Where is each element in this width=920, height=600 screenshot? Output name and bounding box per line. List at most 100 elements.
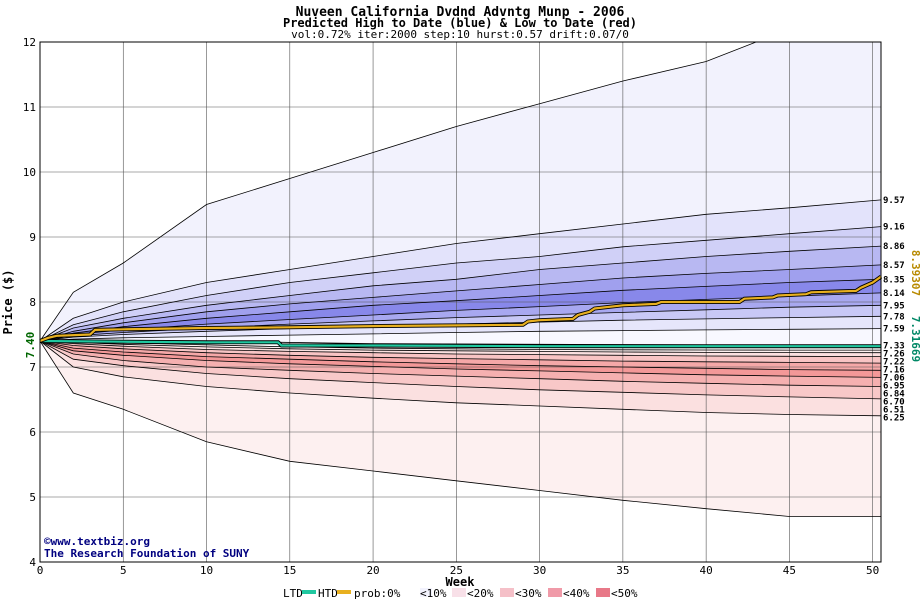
y-tick-label-9: 9: [29, 231, 36, 244]
band-value-7.33: 7.33: [883, 342, 905, 352]
y-tick-label-6: 6: [29, 426, 36, 439]
y-axis-label: Price ($): [1, 269, 15, 334]
low-band-7: [40, 341, 881, 357]
high-band-4: [40, 264, 881, 341]
x-tick-label-5: 5: [120, 564, 127, 577]
band-value-8.35: 8.35: [883, 275, 905, 285]
legend-prob0-swatch: [404, 588, 418, 597]
low-to-date-value: 7.31669: [909, 316, 920, 362]
x-tick-label-10: 10: [200, 564, 213, 577]
legend-htd-label: HTD: [318, 587, 338, 600]
legend-item-30: <30%: [515, 587, 542, 600]
low-band-line-8: [39, 340, 882, 354]
high-band-0: [40, 42, 881, 341]
x-tick-label-35: 35: [616, 564, 629, 577]
legend-swatch-10: [420, 588, 432, 597]
low-band-line-6: [39, 340, 882, 364]
high-band-line-3: [39, 245, 882, 342]
legend-htd-swatch: [337, 590, 351, 594]
y-axis-ticks: 4 5 6 7 8 9 10 11 12: [23, 36, 37, 569]
chart-title: Nuveen California Dvdnd Advntg Munp - 20…: [296, 5, 625, 20]
low-band-0: [40, 341, 881, 517]
high-band-line-0: [39, 41, 881, 342]
legend-item-20: <20%: [467, 587, 494, 600]
y-tick-label-4: 4: [29, 556, 36, 569]
x-tick-label-20: 20: [366, 564, 379, 577]
legend-swatch-20: [452, 588, 466, 597]
band-value-8.14: 8.14: [883, 289, 905, 299]
band-value-7.06: 7.06: [883, 374, 905, 384]
high-band-line-4: [39, 264, 882, 342]
high-band-line-2: [39, 226, 882, 342]
chart-parameters: vol:0.72% iter:2000 step:10 hurst:0.57 d…: [291, 28, 629, 41]
legend-ltd-label: LTD: [283, 587, 303, 600]
low-band-1: [40, 341, 881, 416]
low-band-line-0: [39, 340, 881, 517]
y-tick-label-11: 11: [23, 101, 36, 114]
band-value-8.57: 8.57: [883, 261, 905, 271]
band-value-9.16: 9.16: [883, 223, 905, 233]
low-band-3: [40, 341, 881, 387]
high-band-line-9: [39, 328, 882, 342]
band-value-6.95: 6.95: [883, 382, 905, 392]
band-value-7.16: 7.16: [883, 366, 905, 376]
low-band-line-5: [39, 340, 882, 371]
band-value-6.70: 6.70: [883, 398, 905, 408]
low-band-line-1: [39, 340, 882, 417]
low-band-4: [40, 341, 881, 378]
x-tick-label-45: 45: [783, 564, 796, 577]
high-band-line-7: [39, 304, 882, 342]
high-band-6: [40, 292, 881, 341]
x-axis-label: Week: [446, 575, 476, 589]
high-band-3: [40, 246, 881, 341]
high-to-date-value: 8.39307: [909, 250, 920, 296]
legend-prob-label: prob:0%: [354, 587, 401, 600]
legend-swatch-40: [548, 588, 562, 597]
band-value-7.22: 7.22: [883, 358, 905, 368]
high-band-8: [40, 316, 881, 341]
legend-swatch-30: [500, 588, 514, 597]
band-value-8.86: 8.86: [883, 242, 905, 252]
legend-item-50: <50%: [611, 587, 638, 600]
y-tick-label-8: 8: [29, 296, 36, 309]
credit-organization: The Research Foundation of SUNY: [44, 547, 250, 560]
plot-area: [39, 41, 883, 563]
start-price-label: 7.40: [24, 332, 37, 359]
legend: LTD HTD prob:0% <10% <20% <30% <40% <50%: [283, 587, 638, 600]
low-band-5: [40, 341, 881, 371]
band-value-7.26: 7.26: [883, 350, 905, 360]
band-value-7.78: 7.78: [883, 312, 905, 322]
y-tick-label-10: 10: [23, 166, 36, 179]
legend-item-10: <10%: [420, 587, 447, 600]
ltd-line: [39, 339, 881, 348]
y-tick-label-5: 5: [29, 491, 36, 504]
credit-url: ©www.textbiz.org: [44, 535, 150, 548]
to-date-lines: [39, 274, 883, 349]
low-band-line-2: [39, 340, 882, 400]
low-band-line-3: [39, 340, 882, 387]
band-value-9.57: 9.57: [883, 196, 905, 206]
y-tick-label-7: 7: [29, 361, 36, 374]
htd-line: [39, 275, 882, 343]
low-band-line-7: [39, 340, 882, 358]
legend-swatch-50: [596, 588, 610, 597]
x-tick-label-0: 0: [37, 564, 44, 577]
x-tick-label-15: 15: [283, 564, 296, 577]
x-tick-label-50: 50: [866, 564, 879, 577]
band-value-6.25: 6.25: [883, 414, 905, 424]
band-value-7.59: 7.59: [883, 325, 905, 335]
legend-ltd-swatch: [302, 590, 316, 594]
low-band-2: [40, 341, 881, 399]
band-value-6.51: 6.51: [883, 406, 905, 416]
high-band-1: [40, 199, 881, 341]
band-value-7.95: 7.95: [883, 301, 905, 311]
legend-item-40: <40%: [563, 587, 590, 600]
x-tick-label-25: 25: [450, 564, 463, 577]
y-tick-label-12: 12: [23, 36, 36, 49]
x-axis-ticks: 0 5 10 15 20 25 30 35 40 45 50: [37, 564, 880, 577]
x-tick-label-40: 40: [700, 564, 713, 577]
band-value-labels: 9.57 9.16 8.86 8.57 8.35 8.14 7.957.78 7.59 7.33…: [883, 196, 905, 424]
band-value-6.84: 6.84: [883, 390, 905, 400]
x-tick-label-30: 30: [533, 564, 546, 577]
